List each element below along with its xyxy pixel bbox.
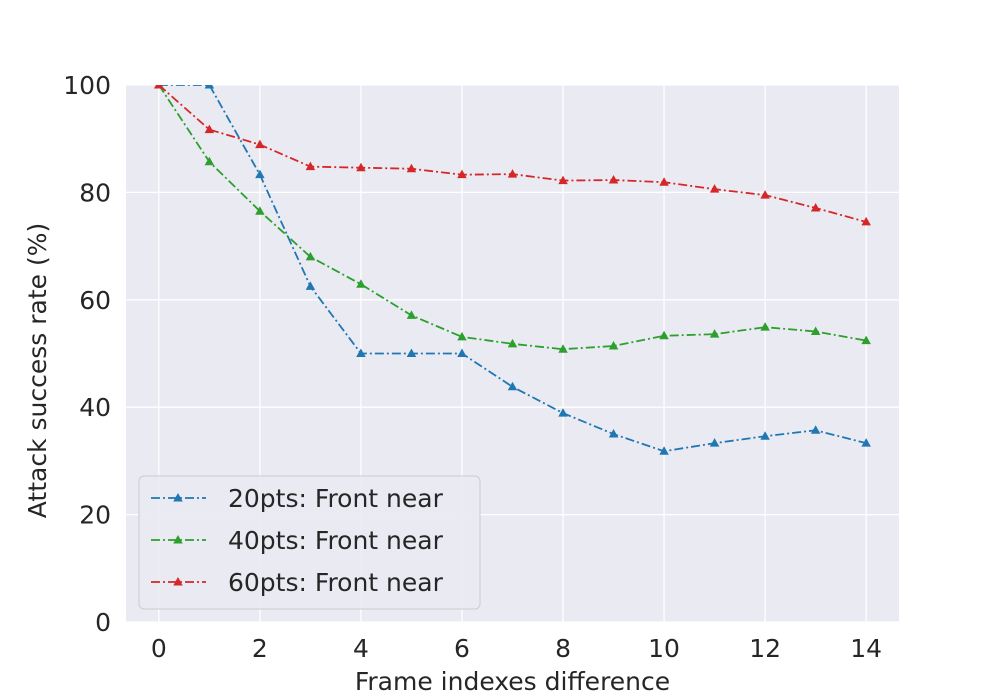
legend-label: 60pts: Front near [228, 568, 444, 597]
data-point-marker [305, 251, 316, 261]
x-tick-label: 0 [151, 634, 167, 663]
legend-item: 40pts: Front near [151, 526, 444, 555]
data-point-marker [810, 202, 821, 212]
data-point-marker [709, 184, 720, 193]
y-tick-labels: 0 20 40 60 80 100 [63, 71, 111, 637]
data-point-marker [356, 162, 366, 172]
data-point-marker [608, 175, 619, 184]
x-tick-label: 6 [454, 634, 470, 663]
data-point-marker [810, 326, 821, 335]
y-tick-label: 20 [79, 501, 111, 530]
series-1 [154, 85, 871, 455]
y-axis-label: Attack success rate (%) [23, 223, 52, 518]
data-point-marker [406, 163, 417, 173]
data-point-marker [507, 169, 518, 178]
data-point-marker [154, 85, 164, 89]
data-point-marker [406, 310, 417, 319]
x-tick-label: 8 [555, 634, 571, 663]
data-point-marker [204, 85, 215, 89]
series-2 [154, 85, 871, 353]
legend: 20pts: Front near 40pts: Front near 60pts:… [138, 475, 481, 610]
data-point-marker [255, 169, 265, 179]
x-axis-label: Frame indexes difference [355, 667, 670, 696]
legend-marker [173, 535, 183, 544]
data-point-marker [709, 329, 720, 338]
x-tick-label: 12 [749, 634, 781, 663]
y-tick-label: 80 [79, 178, 111, 207]
x-tick-label: 14 [850, 634, 882, 663]
data-point-marker [255, 206, 265, 215]
data-point-marker [760, 190, 770, 199]
y-tick-label: 0 [95, 608, 111, 637]
data-point-marker [608, 340, 619, 350]
data-point-marker [457, 169, 467, 179]
data-point-marker [204, 156, 215, 166]
series-3 [154, 85, 871, 226]
legend-label: 20pts: Front near [228, 484, 444, 513]
data-point-marker [558, 175, 568, 185]
data-point-marker [305, 161, 316, 171]
x-tick-label: 2 [252, 634, 268, 663]
data-point-marker [305, 281, 316, 290]
series-group [154, 85, 871, 455]
legend-item: 20pts: Front near [151, 484, 444, 513]
data-point-marker [861, 335, 871, 345]
data-point-marker [204, 124, 215, 134]
legend-marker [173, 493, 183, 502]
data-point-marker [507, 381, 518, 391]
data-point-marker [861, 438, 871, 447]
data-point-marker [356, 348, 366, 357]
y-tick-label: 100 [63, 71, 111, 100]
legend-box [138, 475, 481, 610]
data-point-marker [760, 322, 770, 331]
y-tick-label: 60 [79, 286, 111, 315]
data-point-marker [457, 348, 467, 357]
data-point-marker [810, 425, 821, 434]
data-point-marker [659, 446, 669, 455]
data-point-marker [608, 429, 619, 438]
series-line [158, 85, 867, 453]
data-point-marker [558, 408, 568, 417]
data-point-marker [760, 431, 770, 440]
data-point-marker [709, 438, 720, 447]
legend-marker [173, 577, 183, 586]
x-tick-label: 10 [648, 634, 680, 663]
data-point-marker [255, 139, 265, 149]
data-point-marker [507, 338, 518, 348]
data-point-marker [659, 330, 669, 340]
data-point-marker [558, 344, 568, 353]
y-tick-label: 40 [79, 393, 111, 422]
data-point-marker [356, 279, 366, 288]
legend-item: 60pts: Front near [151, 568, 444, 597]
data-point-marker [406, 348, 417, 357]
data-point-marker [457, 331, 467, 341]
data-point-marker [659, 177, 669, 186]
x-tick-label: 4 [353, 634, 369, 663]
data-point-marker [861, 216, 871, 226]
legend-label: 40pts: Front near [228, 526, 444, 555]
x-tick-labels: 0 2 4 6 8 10 12 14 [151, 634, 882, 663]
